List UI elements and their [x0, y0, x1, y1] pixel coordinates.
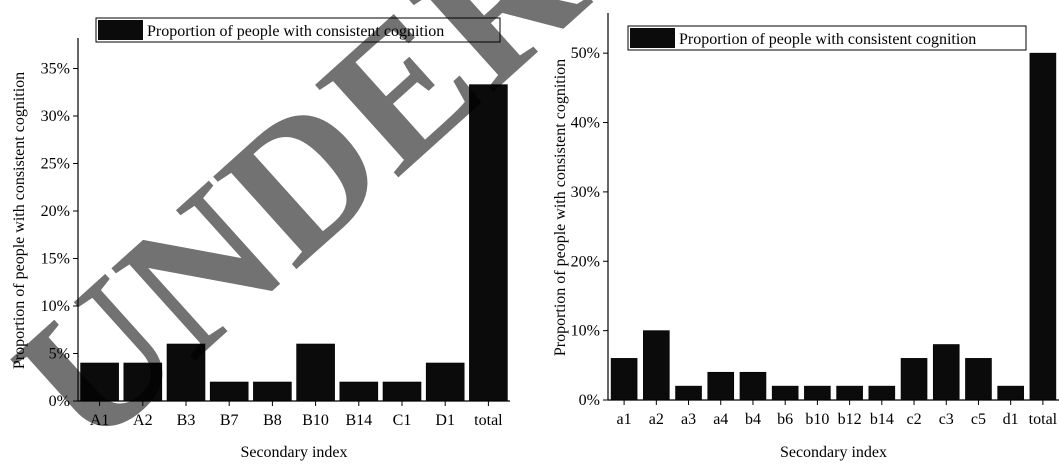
y-tick-label: 25%	[41, 156, 70, 173]
left-legend-label: Proportion of people with consistent cog…	[147, 23, 444, 40]
x-tick-label: d1	[1003, 411, 1019, 428]
right-axes	[607, 13, 1059, 401]
y-tick-label: 15%	[41, 251, 70, 268]
bar-d1	[997, 385, 1024, 401]
bar-A2	[123, 362, 163, 402]
y-tick-label: 10%	[571, 323, 600, 340]
bar-a3	[675, 385, 702, 401]
bar-b14	[868, 385, 896, 401]
bar-D1	[425, 362, 465, 402]
x-tick-label: B10	[302, 412, 329, 429]
y-tick-label: 0%	[49, 393, 70, 410]
bar-A1	[80, 362, 119, 402]
x-tick-label: a1	[617, 411, 632, 428]
y-tick-label: 20%	[571, 253, 600, 270]
x-tick-label: A2	[133, 412, 153, 429]
chart-left: 0% 5% 10% 15% 20% 25% 30% 35% A1 A2 B3 B7 B8 B10 B14 C…	[11, 17, 510, 461]
y-tick-label: 40%	[571, 115, 600, 132]
y-tick-label: 50%	[571, 45, 600, 62]
left-y-axis-label: Proportion of people with consistent cog…	[11, 72, 28, 369]
x-tick-label: b4	[745, 411, 761, 428]
left-legend: Proportion of people with consistent cog…	[95, 17, 501, 43]
right-x-axis-label: Secondary index	[780, 444, 887, 461]
bar-a4	[707, 371, 735, 401]
right-bars	[610, 52, 1057, 401]
x-tick-label: B3	[177, 412, 196, 429]
x-tick-label: c2	[906, 411, 921, 428]
x-tick-label: c5	[971, 411, 986, 428]
left-legend-swatch	[98, 20, 143, 40]
bar-B14	[339, 381, 379, 402]
y-tick-label: 10%	[41, 298, 70, 315]
x-tick-label: total	[474, 412, 503, 429]
right-legend: Proportion of people with consistent cog…	[627, 25, 1027, 51]
left-y-ticks: 0% 5% 10% 15% 20% 25% 30% 35%	[41, 61, 78, 410]
bar-B8	[253, 381, 292, 402]
right-legend-box	[627, 25, 1027, 51]
y-tick-label: 30%	[571, 184, 600, 201]
y-tick-label: 20%	[41, 203, 70, 220]
right-x-ticks: a1 a2 a3 a4 b4 b6 b10 b12 b14 c2 c3 c5 d1 total	[617, 400, 1058, 428]
x-tick-label: a3	[681, 411, 696, 428]
bar-B3	[166, 343, 206, 402]
left-axes	[77, 38, 510, 402]
x-tick-label: B8	[263, 412, 282, 429]
x-tick-label: B7	[220, 412, 239, 429]
x-tick-label: b14	[870, 411, 894, 428]
y-tick-label: 5%	[49, 346, 70, 363]
x-tick-label: a4	[713, 411, 728, 428]
bar-C1	[382, 381, 422, 402]
bar-c5	[965, 358, 992, 401]
bar-total	[469, 84, 508, 402]
left-x-ticks: A1 A2 B3 B7 B8 B10 B14 C1 D1 total	[90, 401, 503, 429]
bar-B7	[209, 381, 249, 402]
bar-b6	[771, 385, 799, 401]
bar-a1	[610, 358, 638, 401]
bar-b12	[836, 385, 863, 401]
bar-c3	[932, 344, 960, 401]
x-tick-label: A1	[90, 412, 110, 429]
left-x-axis-label: Secondary index	[240, 444, 347, 461]
chart-right: 0% 10% 20% 30% 40% 50% a1 a2 a3 a4 b4 b6 b10 b12 b14 c…	[552, 13, 1059, 461]
y-tick-label: 0%	[579, 392, 600, 409]
y-tick-label: 35%	[41, 61, 70, 78]
right-legend-label: Proportion of people with consistent cog…	[679, 31, 976, 48]
x-tick-label: c3	[939, 411, 954, 428]
x-tick-label: b10	[805, 411, 829, 428]
bar-b10	[804, 385, 831, 401]
left-bars	[80, 84, 508, 402]
y-tick-label: 30%	[41, 108, 70, 125]
right-legend-swatch	[630, 28, 675, 48]
x-tick-label: a2	[649, 411, 664, 428]
bar-c2	[900, 358, 928, 401]
x-tick-label: B14	[345, 412, 372, 429]
bar-B10	[296, 343, 335, 402]
bar-a2	[643, 330, 670, 401]
x-tick-label: b12	[838, 411, 862, 428]
x-tick-label: C1	[393, 412, 412, 429]
bar-b4	[739, 371, 767, 401]
x-tick-label: total	[1029, 411, 1058, 428]
x-tick-label: b6	[777, 411, 793, 428]
left-legend-box	[95, 17, 501, 43]
right-y-axis-label: Proportion of people with consistent cog…	[552, 59, 569, 356]
x-tick-label: D1	[435, 412, 455, 429]
right-y-ticks: 0% 10% 20% 30% 40% 50%	[571, 45, 608, 409]
bar-total	[1029, 52, 1057, 401]
